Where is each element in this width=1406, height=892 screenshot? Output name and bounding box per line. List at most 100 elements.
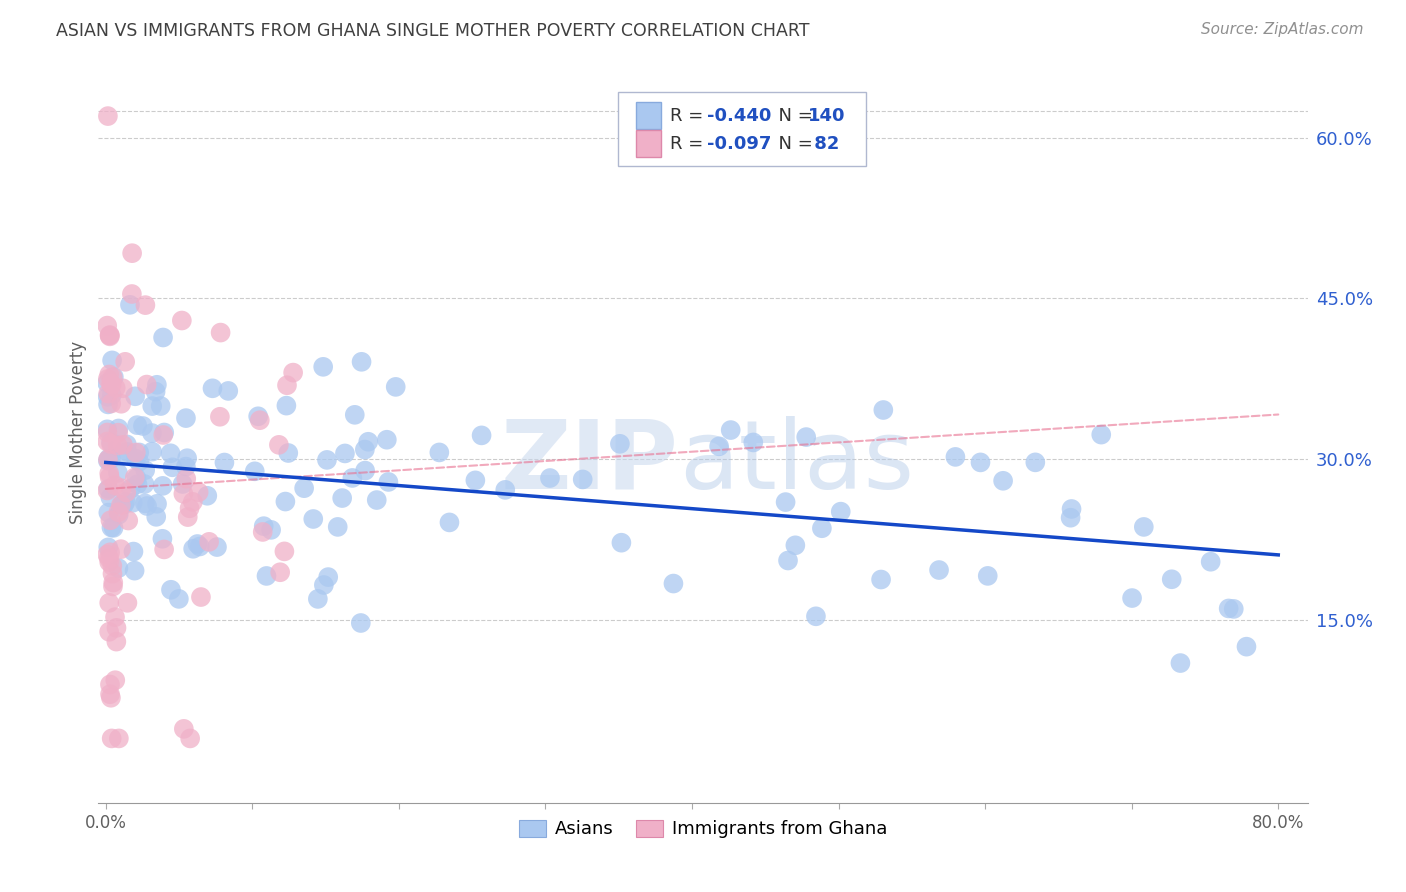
Point [97,551,120,566]
Point [97,541,120,555]
Point [124,564,146,578]
Point [249,413,271,427]
Point [173,722,195,736]
Point [96,376,118,390]
Point [1133,520,1156,534]
Text: R =: R = [671,135,710,153]
Point [100,731,122,746]
Point [775,495,797,509]
Point [977,569,1000,583]
Point [98,467,121,481]
Point [152,330,174,344]
Point [145,509,167,524]
Point [1160,572,1182,586]
Point [870,573,893,587]
Point [384,380,406,394]
Point [153,542,176,557]
Point [260,523,283,537]
Point [276,399,298,413]
Text: Source: ZipAtlas.com: Source: ZipAtlas.com [1201,22,1364,37]
Point [146,497,169,511]
Point [127,477,149,491]
Point [96,425,118,440]
Point [281,366,304,380]
Bar [637,130,661,157]
Text: N =: N = [768,107,818,125]
Point [357,434,380,449]
Point [307,591,329,606]
Point [252,524,274,539]
Point [333,446,356,460]
Point [174,472,197,486]
Point [243,464,266,478]
Point [100,513,122,527]
Point [117,514,139,528]
Point [439,516,461,530]
Point [167,591,190,606]
Point [494,483,516,497]
Point [1024,455,1046,469]
Point [1218,601,1240,615]
Point [179,731,201,746]
Point [945,450,967,464]
Point [107,439,129,453]
Point [96,422,118,436]
Point [96,483,118,498]
Point [375,433,398,447]
Point [538,471,561,485]
Point [149,399,172,413]
Point [267,438,290,452]
Point [107,508,129,522]
Point [98,624,121,639]
Point [98,470,121,484]
Point [162,460,184,475]
Point [350,615,373,630]
Point [103,575,125,590]
Point [928,563,950,577]
Text: atlas: atlas [679,416,914,508]
Point [114,495,136,509]
Point [98,545,121,559]
Text: -0.440: -0.440 [707,107,770,125]
Point [141,444,163,458]
Point [97,372,120,386]
Point [112,446,135,460]
Text: 82: 82 [808,135,839,153]
Point [172,477,194,491]
Point [253,519,276,533]
Point [776,553,799,567]
Legend: Asians, Immigrants from Ghana: Asians, Immigrants from Ghana [512,813,894,846]
Point [190,590,212,604]
Point [101,579,124,593]
Point [471,428,494,442]
Point [111,481,134,495]
Point [125,471,148,485]
Point [107,466,129,480]
FancyBboxPatch shape [619,92,866,166]
Point [97,397,120,411]
Point [609,437,631,451]
Point [1121,591,1143,605]
Point [804,609,827,624]
Point [105,634,128,648]
Point [107,561,129,575]
Point [111,438,134,452]
Point [107,421,129,435]
Point [274,494,297,508]
Point [181,541,204,556]
Point [124,389,146,403]
Bar [637,103,661,129]
Point [427,445,450,459]
Point [98,328,121,343]
Point [707,439,730,453]
Point [209,326,232,340]
Point [969,455,991,469]
Point [312,359,335,374]
Point [1223,602,1246,616]
Point [100,376,122,391]
Point [110,397,132,411]
Point [112,498,135,512]
Point [1090,427,1112,442]
Point [208,409,231,424]
Point [122,544,145,558]
